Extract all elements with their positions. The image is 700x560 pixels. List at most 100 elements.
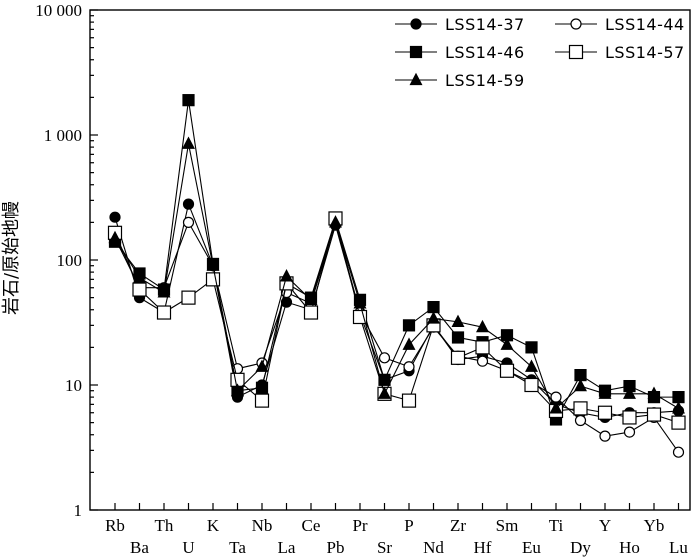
data-point [597,405,613,420]
x-tick-label: Zr [450,516,466,535]
x-tick-label: Nd [423,538,444,557]
data-point [206,258,220,271]
data-point [451,314,465,327]
data-point [255,381,269,394]
series-LSS14-44 [109,216,685,458]
series-line [114,100,679,421]
y-tick-label: 10 [65,376,82,395]
data-point [476,319,489,333]
legend-label: LSS14-59 [445,71,525,90]
y-axis-label: 岩石/原始地幔 [1,201,22,315]
x-tick-label: U [182,538,194,557]
x-tick-label: Eu [522,538,541,557]
data-point [182,198,195,210]
data-point [182,216,195,228]
legend-item: LSS14-44 [555,15,684,34]
data-point [647,386,661,399]
data-point [254,393,270,408]
series-line [114,218,679,424]
data-point [623,386,636,399]
data-point [182,94,195,107]
x-tick-label: Ti [549,516,564,535]
legend-marker [409,45,423,59]
data-point [402,337,416,350]
data-point [205,272,221,287]
x-tick-label: Yb [644,516,665,535]
x-tick-label: K [207,516,220,535]
legend-item: LSS14-59 [395,71,525,90]
data-point [671,415,686,430]
data-point [499,363,515,378]
legend-item: LSS14-46 [395,43,524,62]
data-point [304,292,318,305]
x-tick-label: Ba [130,538,149,557]
y-tick-label: 1 [74,501,83,520]
data-point [378,386,391,399]
series-group [107,94,686,458]
data-point [574,414,587,427]
data-point [524,377,539,393]
data-point [157,285,171,298]
data-point [329,215,342,228]
series-line [114,143,679,410]
x-tick-label: Ce [302,516,321,535]
data-point [622,410,637,425]
x-tick-label: Ta [229,538,246,557]
legend-label: LSS14-37 [445,15,525,34]
legend-item: LSS14-57 [555,43,684,62]
x-tick-label: Nb [252,516,273,535]
legend-marker [410,18,422,30]
data-point [378,352,391,364]
data-point [403,361,415,373]
y-tick-label: 100 [57,251,83,270]
data-point [525,341,538,354]
x-tick-label: Pr [352,516,367,535]
data-point [525,359,538,372]
x-tick-label: Hf [474,538,492,557]
series-LSS14-37 [109,198,685,424]
data-point [182,136,195,149]
data-point [599,430,611,442]
data-point [550,391,562,403]
x-tick-label: Rb [105,516,125,535]
data-point [231,383,244,396]
data-point [133,270,146,283]
data-point [132,282,147,297]
x-tick-label: Pb [327,538,345,557]
legend-item: LSS14-37 [395,15,525,34]
x-tick-label: Sm [496,516,519,535]
data-point [156,305,172,320]
series-line [114,202,679,419]
data-point [672,446,685,458]
legend-marker [409,72,423,86]
data-point [427,300,440,314]
data-point [549,401,563,414]
data-point [109,211,121,223]
x-tick-label: Ho [619,538,640,557]
x-tick-label: La [278,538,296,557]
data-point [476,355,489,367]
data-point [598,386,612,399]
y-tick-label: 1 000 [44,126,82,145]
x-tick-label: P [404,516,413,535]
data-point [573,401,588,416]
x-tick-label: Sr [377,538,392,557]
data-point [108,230,122,244]
data-point [574,378,587,392]
data-point [378,373,391,386]
data-point [401,393,417,408]
series-line [114,220,679,453]
data-point [181,290,196,305]
data-point [280,269,293,282]
legend-marker [570,18,582,30]
legend: LSS14-37 LSS14-44 LSS14-46 LSS14-57 LSS14-59 [395,15,684,90]
data-point [450,350,466,365]
data-point [672,391,685,404]
y-axis-ticks: 1 10 100 1 000 10 000 [35,1,98,520]
x-tick-label: Y [599,516,611,535]
x-tick-label: Lu [669,538,688,557]
legend-marker [568,44,584,60]
data-point [672,401,685,414]
